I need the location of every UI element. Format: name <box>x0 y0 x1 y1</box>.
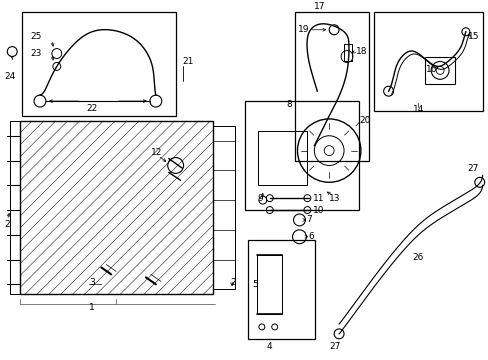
Bar <box>20 121 213 294</box>
Text: 8: 8 <box>286 100 292 109</box>
Text: 21: 21 <box>182 57 194 66</box>
Text: 15: 15 <box>467 32 478 41</box>
Text: 7: 7 <box>306 215 311 224</box>
Text: 26: 26 <box>412 253 423 262</box>
Text: 19: 19 <box>297 25 308 34</box>
Bar <box>256 255 281 314</box>
Text: 23: 23 <box>30 49 41 58</box>
Text: 18: 18 <box>355 47 366 56</box>
Text: 20: 20 <box>358 116 369 125</box>
Bar <box>294 12 368 161</box>
Text: 2: 2 <box>230 278 235 287</box>
Text: 10: 10 <box>313 206 324 215</box>
Text: 27: 27 <box>467 164 478 173</box>
Bar <box>247 240 315 339</box>
Text: 27: 27 <box>328 342 340 351</box>
Bar <box>10 121 20 294</box>
Text: 9: 9 <box>257 194 263 203</box>
Text: 14: 14 <box>412 104 423 113</box>
Text: 6: 6 <box>308 232 313 241</box>
Text: 13: 13 <box>328 194 340 203</box>
Text: 12: 12 <box>151 148 162 157</box>
Text: 4: 4 <box>266 342 272 351</box>
Bar <box>213 126 235 289</box>
Bar <box>22 12 175 116</box>
Text: 1: 1 <box>88 303 94 312</box>
Text: 3: 3 <box>89 278 95 287</box>
Text: 11: 11 <box>313 194 324 203</box>
Text: 2: 2 <box>4 220 10 229</box>
Bar <box>244 101 358 210</box>
Bar <box>257 131 307 185</box>
Text: 24: 24 <box>4 72 16 81</box>
Text: 16: 16 <box>426 65 437 74</box>
Text: 22: 22 <box>86 104 98 113</box>
Bar <box>425 57 454 84</box>
Bar <box>344 44 351 62</box>
Text: 25: 25 <box>30 32 41 41</box>
Bar <box>373 12 482 111</box>
Text: 5: 5 <box>251 280 257 289</box>
Text: 17: 17 <box>313 3 325 12</box>
